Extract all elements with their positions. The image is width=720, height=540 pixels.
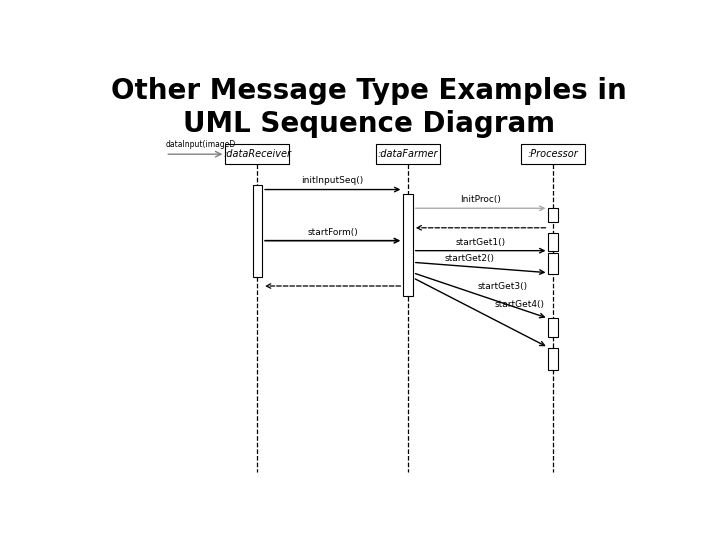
Bar xyxy=(376,144,440,164)
Text: startForm(): startForm() xyxy=(307,227,358,237)
Bar xyxy=(253,185,262,277)
Text: startGet4(): startGet4() xyxy=(495,300,544,309)
Text: :Processor: :Processor xyxy=(528,149,578,159)
Bar xyxy=(549,253,558,274)
Bar xyxy=(549,208,558,222)
Bar xyxy=(549,348,558,370)
Text: dataInput(imageD: dataInput(imageD xyxy=(166,140,235,149)
Bar xyxy=(549,319,558,337)
Text: Other Message Type Examples in
UML Sequence Diagram: Other Message Type Examples in UML Seque… xyxy=(111,77,627,138)
Text: :dataFarmer: :dataFarmer xyxy=(378,149,438,159)
Text: initInputSeq(): initInputSeq() xyxy=(302,177,364,185)
Text: startGet1(): startGet1() xyxy=(456,238,505,246)
Text: startGet3(): startGet3() xyxy=(478,282,528,292)
Text: InitProc(): InitProc() xyxy=(460,195,501,204)
Bar xyxy=(225,144,289,164)
Bar xyxy=(521,144,585,164)
Text: :dataReceiver: :dataReceiver xyxy=(223,149,292,159)
Bar xyxy=(549,233,558,251)
Text: startGet2(): startGet2() xyxy=(444,254,495,264)
Bar xyxy=(403,194,413,295)
